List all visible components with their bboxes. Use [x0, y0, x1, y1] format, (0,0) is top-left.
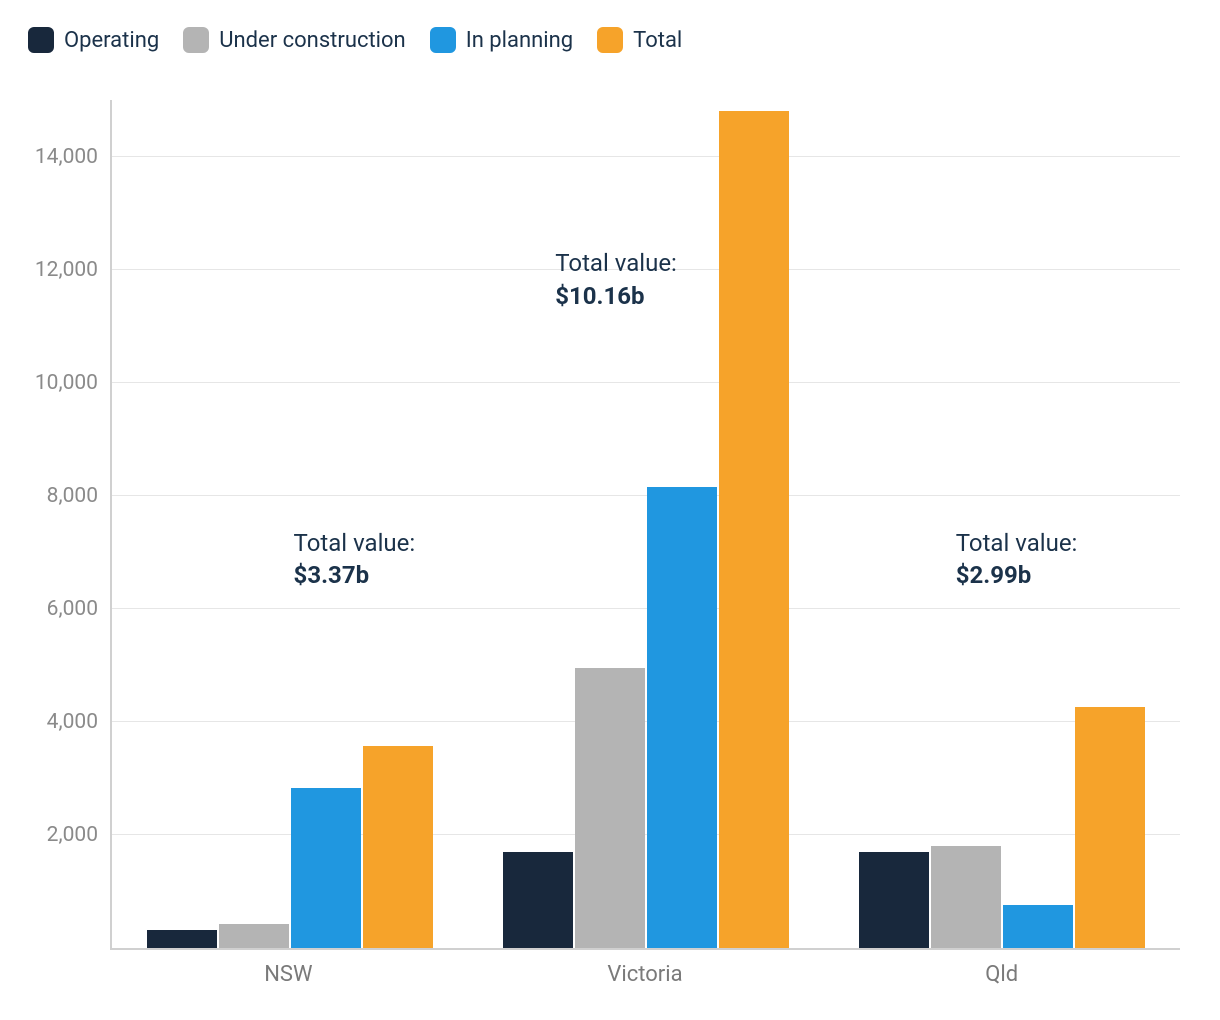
- grouped-bar-chart: Operating Under construction In planning…: [20, 20, 1200, 1000]
- plot-area: 2,000 4,000 6,000 8,000 10,000 12,000 14…: [110, 100, 1180, 950]
- bar-in-planning: [647, 487, 717, 948]
- swatch-in-planning: [430, 27, 456, 53]
- legend-label: In planning: [466, 28, 573, 53]
- swatch-under-construction: [183, 27, 209, 53]
- bar-operating: [147, 930, 217, 948]
- bar-group-nsw: [112, 100, 468, 948]
- legend-item-total: Total: [597, 27, 682, 53]
- y-tick-label: 14,000: [35, 145, 112, 169]
- annotation-label: Total value:: [294, 527, 416, 559]
- bar-total: [1075, 707, 1145, 948]
- annotation-value: $3.37b: [294, 559, 416, 591]
- bar-in-planning: [291, 788, 361, 948]
- y-tick-label: 2,000: [47, 823, 112, 847]
- legend-label: Total: [633, 28, 682, 53]
- bar-operating: [859, 852, 929, 948]
- y-tick-label: 6,000: [47, 597, 112, 621]
- x-tick-label: NSW: [110, 950, 467, 1000]
- legend-item-in-planning: In planning: [430, 27, 573, 53]
- legend-item-operating: Operating: [28, 27, 159, 53]
- y-tick-label: 8,000: [47, 484, 112, 508]
- bar-total: [719, 111, 789, 948]
- y-tick-label: 4,000: [47, 710, 112, 734]
- y-tick-label: 10,000: [35, 371, 112, 395]
- swatch-total: [597, 27, 623, 53]
- bar-in-planning: [1003, 905, 1073, 948]
- bar-total: [363, 746, 433, 948]
- bar-operating: [503, 852, 573, 948]
- annotation-label: Total value:: [555, 247, 677, 279]
- bar-under-construction: [575, 668, 645, 948]
- bar-group-victoria: [468, 100, 824, 948]
- x-tick-label: Qld: [823, 950, 1180, 1000]
- legend-label: Operating: [64, 28, 159, 53]
- bars-layer: [112, 100, 1180, 948]
- x-axis: NSW Victoria Qld: [110, 950, 1180, 1000]
- x-tick-label: Victoria: [467, 950, 824, 1000]
- annotation-label: Total value:: [956, 527, 1078, 559]
- bar-under-construction: [931, 846, 1001, 948]
- annotation-nsw: Total value: $3.37b: [294, 527, 416, 592]
- annotation-value: $2.99b: [956, 559, 1078, 591]
- bar-group-qld: [824, 100, 1180, 948]
- bar-under-construction: [219, 924, 289, 948]
- legend: Operating Under construction In planning…: [20, 20, 1200, 60]
- swatch-operating: [28, 27, 54, 53]
- annotation-value: $10.16b: [555, 280, 677, 312]
- annotation-qld: Total value: $2.99b: [956, 527, 1078, 592]
- legend-label: Under construction: [219, 28, 406, 53]
- annotation-victoria: Total value: $10.16b: [555, 247, 677, 312]
- y-tick-label: 12,000: [35, 258, 112, 282]
- legend-item-under-construction: Under construction: [183, 27, 406, 53]
